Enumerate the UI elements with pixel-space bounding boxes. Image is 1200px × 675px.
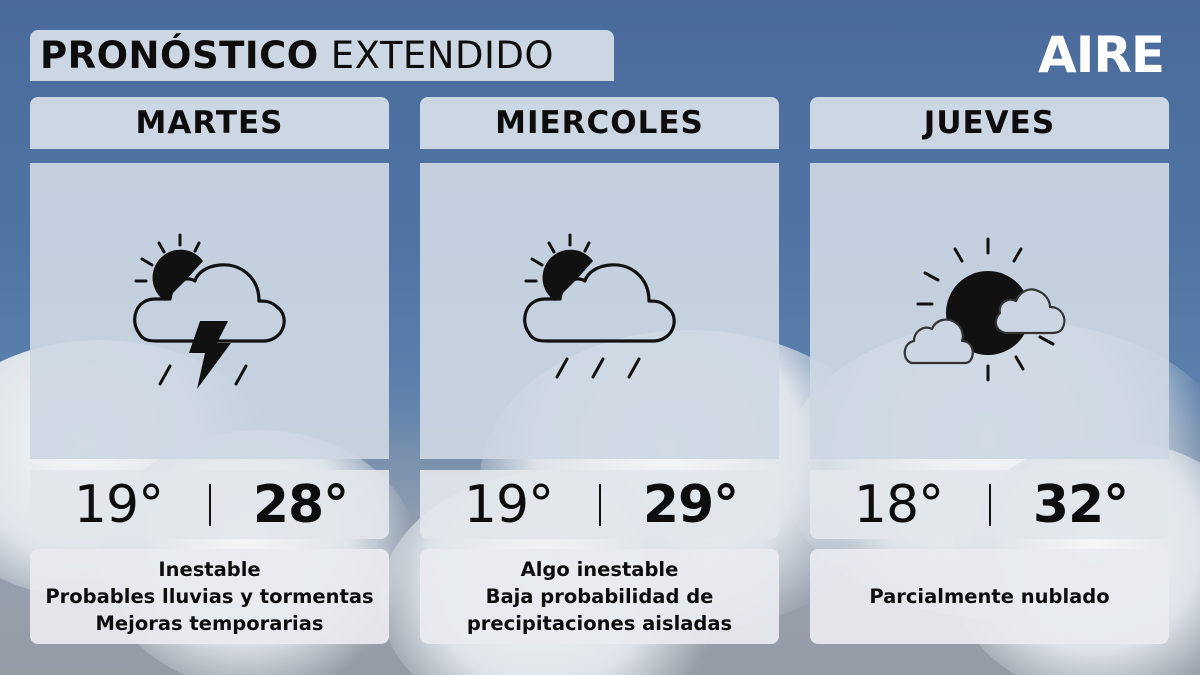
partly-cloudy-sun-icon	[903, 237, 1065, 382]
forecast-card-miercoles: MIERCOLES 19° 29° Algo inestable Baja pr	[420, 97, 779, 644]
description-line: Baja probabilidad de	[485, 585, 714, 608]
temp-min: 19°	[73, 474, 164, 535]
title-light: EXTENDIDO	[330, 34, 554, 77]
forecast-description: Inestable Probables lluvias y tormentas …	[30, 549, 389, 644]
forecast-card-jueves: JUEVES 18° 32° Parcialmente nublado	[810, 97, 1169, 644]
title-bold: PRONÓSTICO	[40, 34, 319, 77]
description-line: Inestable	[158, 558, 261, 581]
temperature-panel: 19° 28°	[30, 470, 389, 539]
forecast-description: Parcialmente nublado	[810, 549, 1169, 644]
forecast-description: Algo inestable Baja probabilidad de prec…	[420, 549, 779, 644]
rain-partly-sunny-icon	[522, 233, 676, 379]
temp-min: 18°	[853, 474, 944, 535]
day-name: MIERCOLES	[420, 97, 779, 149]
forecast-card-martes: MARTES 19° 28° Inestable Probables lluvi…	[30, 97, 389, 644]
page-title: PRONÓSTICO EXTENDIDO	[30, 30, 614, 81]
temperature-panel: 19° 29°	[420, 470, 779, 539]
weather-icon-panel	[30, 163, 389, 459]
brand-logo: AIRE	[1038, 26, 1165, 84]
temp-divider	[988, 483, 991, 526]
description-line: Probables lluvias y tormentas	[45, 585, 374, 608]
weather-icon-panel	[420, 163, 779, 459]
description-line: Algo inestable	[520, 558, 679, 581]
temp-divider	[208, 483, 211, 526]
temp-max: 29°	[642, 474, 739, 535]
temp-divider	[598, 483, 601, 526]
day-name: JUEVES	[810, 97, 1169, 149]
description-line: Parcialmente nublado	[869, 585, 1110, 608]
temp-max: 32°	[1032, 474, 1129, 535]
description-line: precipitaciones aisladas	[466, 612, 733, 635]
thunderstorm-partly-sunny-icon	[132, 233, 286, 389]
description-line: Mejoras temporarias	[95, 612, 324, 635]
weather-icon-panel	[810, 163, 1169, 459]
temp-min: 19°	[463, 474, 554, 535]
day-name: MARTES	[30, 97, 389, 149]
temp-max: 28°	[252, 474, 349, 535]
temperature-panel: 18° 32°	[810, 470, 1169, 539]
